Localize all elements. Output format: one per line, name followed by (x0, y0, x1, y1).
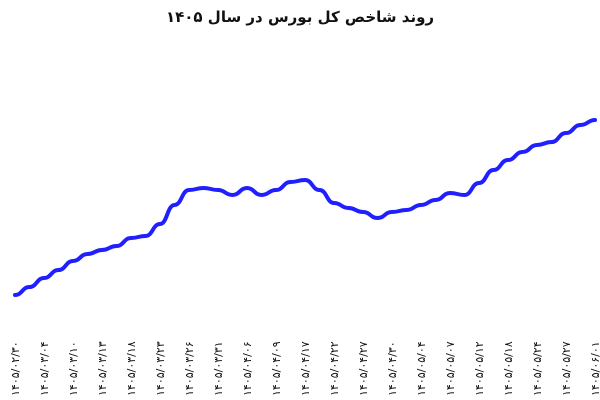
x-tick-label: ۱۴۰۵/۰۴/۱۷ (299, 341, 312, 396)
x-tick-label: ۱۴۰۵/۰۳/۳۱ (212, 341, 225, 396)
x-tick-label: ۱۴۰۵/۰۴/۲۲ (328, 341, 341, 396)
x-tick-label: ۱۴۰۵/۰۵/۰۷ (444, 341, 457, 396)
x-tick-label: ۱۴۰۵/۰۲/۳۰ (9, 341, 22, 396)
x-tick-label: ۱۴۰۵/۰۵/۲۴ (531, 341, 544, 396)
x-tick-label: ۱۴۰۵/۰۳/۰۴ (38, 341, 51, 396)
x-tick-label: ۱۴۰۵/۰۳/۱۸ (125, 341, 138, 396)
x-tick-label: ۱۴۰۵/۰۳/۱۰ (67, 341, 80, 396)
x-tick-label: ۱۴۰۵/۰۳/۲۳ (154, 341, 167, 396)
x-tick-label: ۱۴۰۵/۰۳/۲۶ (183, 341, 196, 396)
x-tick-label: ۱۴۰۵/۰۵/۰۴ (415, 341, 428, 396)
x-tick-label: ۱۴۰۵/۰۴/۰۹ (270, 341, 283, 396)
x-tick-label: ۱۴۰۵/۰۳/۱۳ (96, 341, 109, 396)
x-tick-label: ۱۴۰۵/۰۵/۱۸ (502, 341, 515, 396)
x-tick-label: ۱۴۰۵/۰۴/۰۶ (241, 341, 254, 396)
line (13, 118, 597, 297)
x-tick-label: ۱۴۰۵/۰۴/۳۰ (386, 341, 399, 396)
x-tick-label: ۱۴۰۵/۰۵/۲۷ (560, 341, 573, 396)
x-tick-label: ۱۴۰۵/۰۵/۱۲ (473, 341, 486, 396)
x-tick-label: ۱۴۰۵/۰۶/۰۱ (589, 341, 600, 396)
x-tick-label: ۱۴۰۵/۰۴/۲۷ (357, 341, 370, 396)
chart-title: روند شاخص کل بورس در سال ۱۴۰۵ (166, 8, 434, 26)
